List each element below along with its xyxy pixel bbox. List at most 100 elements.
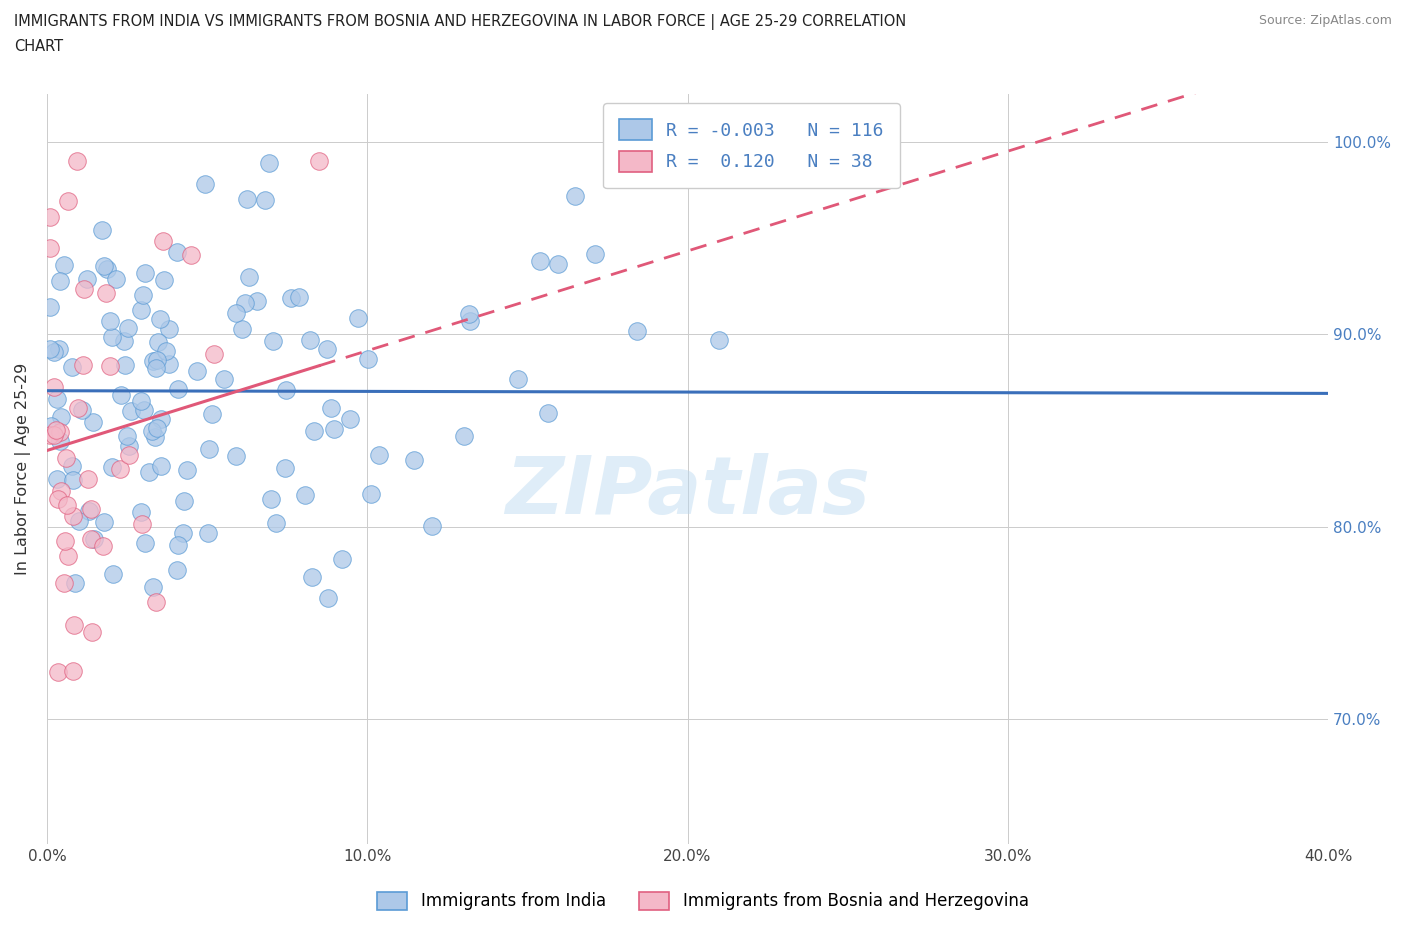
Text: ZIPatlas: ZIPatlas [505,453,870,530]
Point [259,155,281,170]
Point [142,354,165,369]
Point [112,334,135,349]
Point [76,272,98,286]
Point [46,392,69,406]
Point [149,458,172,473]
Point [62,472,84,487]
Point [53,258,76,272]
Point [583,246,606,261]
Point [626,324,648,339]
Point [316,591,339,605]
Point [253,193,276,207]
Point [166,381,188,396]
Point [453,428,475,443]
Point [166,563,188,578]
Point [42,427,65,442]
Point [70,402,93,417]
Point [420,518,443,533]
Point [225,448,247,463]
Point [145,352,167,367]
Point [280,291,302,306]
Point [98,359,121,374]
Point [110,387,132,402]
Point [131,303,153,318]
Point [105,272,128,286]
Point [143,430,166,445]
Point [73,282,96,297]
Point [114,358,136,373]
Point [301,569,323,584]
Point [49,425,72,440]
Point [39,428,62,443]
Point [194,177,217,192]
Point [302,423,325,438]
Point [145,420,167,435]
Point [322,422,344,437]
Point [120,404,142,418]
Point [108,462,131,477]
Point [150,412,173,427]
Point [176,463,198,478]
Point [145,594,167,609]
Point [547,256,569,271]
Point [56,193,79,208]
Point [134,536,156,551]
Point [308,153,330,168]
Point [67,513,90,528]
Point [266,515,288,530]
Point [80,531,103,546]
Point [157,357,180,372]
Point [39,209,62,224]
Point [46,492,69,507]
Point [63,576,86,591]
Point [39,299,62,314]
Point [66,153,89,168]
Point [41,418,63,433]
Point [298,333,321,348]
Point [339,412,361,427]
Point [319,401,342,416]
Point [83,532,105,547]
Point [537,405,560,420]
Point [172,525,194,540]
Point [96,261,118,276]
Point [180,247,202,262]
Text: CHART: CHART [14,39,63,54]
Point [274,460,297,475]
Point [49,484,72,498]
Point [225,306,247,321]
Point [201,406,224,421]
Point [93,514,115,529]
Point [42,379,65,394]
Point [458,306,481,321]
Point [60,359,83,374]
Point [118,448,141,463]
Point [173,494,195,509]
Point [49,409,72,424]
Point [44,344,66,359]
Point [91,538,114,553]
Point [77,504,100,519]
Point [360,486,382,501]
Point [138,465,160,480]
Point [233,296,256,311]
Point [197,442,219,457]
Point [80,625,103,640]
Point [56,549,79,564]
Point [49,433,72,448]
Point [346,311,368,325]
Point [77,472,100,486]
Point [101,459,124,474]
Point [508,371,530,386]
Y-axis label: In Labor Force | Age 25-29: In Labor Force | Age 25-29 [15,363,31,575]
Point [159,322,181,337]
Point [404,453,426,468]
Point [294,487,316,502]
Point [287,290,309,305]
Point [155,343,177,358]
Point [202,347,225,362]
Point [118,438,141,453]
Point [82,415,104,430]
Point [238,270,260,285]
Point [145,361,167,376]
